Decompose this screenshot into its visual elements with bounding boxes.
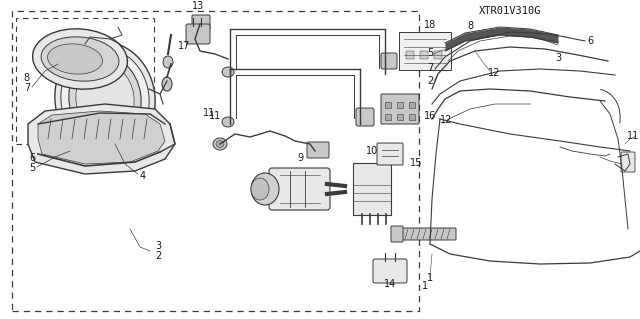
Bar <box>406 51 414 59</box>
Text: 3: 3 <box>155 241 161 251</box>
FancyBboxPatch shape <box>269 168 330 210</box>
Ellipse shape <box>213 138 227 150</box>
Ellipse shape <box>222 117 234 127</box>
Text: 12: 12 <box>488 68 500 78</box>
Text: 1: 1 <box>427 273 433 283</box>
Ellipse shape <box>251 178 269 200</box>
Text: 8: 8 <box>467 21 473 31</box>
Text: 7: 7 <box>24 83 30 93</box>
FancyBboxPatch shape <box>377 143 403 165</box>
Text: XTR01V310G: XTR01V310G <box>479 6 541 16</box>
Text: 12: 12 <box>440 115 452 125</box>
Text: 11: 11 <box>627 131 639 141</box>
Text: 2: 2 <box>155 251 161 261</box>
Ellipse shape <box>76 63 134 135</box>
FancyBboxPatch shape <box>307 142 329 158</box>
Polygon shape <box>38 111 165 164</box>
Ellipse shape <box>162 77 172 91</box>
Text: 8: 8 <box>24 73 30 83</box>
FancyBboxPatch shape <box>399 228 456 240</box>
Bar <box>420 51 428 59</box>
Text: 5: 5 <box>29 163 35 173</box>
Text: 13: 13 <box>192 1 204 11</box>
Bar <box>385 114 391 120</box>
Text: 10: 10 <box>366 146 378 156</box>
Bar <box>409 102 415 108</box>
Text: 11: 11 <box>209 111 221 121</box>
FancyBboxPatch shape <box>399 32 451 70</box>
Ellipse shape <box>61 48 149 150</box>
Bar <box>409 114 415 120</box>
Text: 18: 18 <box>424 20 436 30</box>
Ellipse shape <box>41 37 119 81</box>
Ellipse shape <box>33 29 127 89</box>
Bar <box>397 114 403 120</box>
Polygon shape <box>28 104 175 174</box>
FancyBboxPatch shape <box>373 259 407 283</box>
Text: 5: 5 <box>427 48 433 58</box>
Bar <box>434 51 442 59</box>
Text: 14: 14 <box>384 279 396 289</box>
Bar <box>397 102 403 108</box>
Ellipse shape <box>69 55 141 143</box>
Ellipse shape <box>163 56 173 68</box>
FancyBboxPatch shape <box>391 226 403 242</box>
Text: 3: 3 <box>555 53 561 63</box>
Text: 17: 17 <box>178 41 190 51</box>
FancyBboxPatch shape <box>192 15 210 29</box>
Text: 11: 11 <box>203 108 215 118</box>
Bar <box>385 102 391 108</box>
Text: 6: 6 <box>29 153 35 163</box>
Ellipse shape <box>216 140 224 147</box>
Text: 2: 2 <box>427 76 433 86</box>
Ellipse shape <box>251 173 279 205</box>
FancyBboxPatch shape <box>356 108 374 126</box>
Text: 9: 9 <box>297 153 303 163</box>
Text: 1: 1 <box>422 281 428 291</box>
Ellipse shape <box>55 42 155 156</box>
FancyBboxPatch shape <box>186 24 210 44</box>
Ellipse shape <box>222 67 234 77</box>
Bar <box>16 18 154 144</box>
Bar <box>12 11 419 311</box>
Text: 4: 4 <box>140 171 146 181</box>
Text: 15: 15 <box>410 158 422 168</box>
FancyBboxPatch shape <box>381 94 419 124</box>
Text: 6: 6 <box>587 36 593 46</box>
FancyBboxPatch shape <box>621 152 635 172</box>
Text: 16: 16 <box>424 111 436 121</box>
FancyBboxPatch shape <box>381 53 397 69</box>
FancyBboxPatch shape <box>353 163 391 215</box>
Ellipse shape <box>47 44 102 74</box>
Text: 7: 7 <box>427 63 433 73</box>
